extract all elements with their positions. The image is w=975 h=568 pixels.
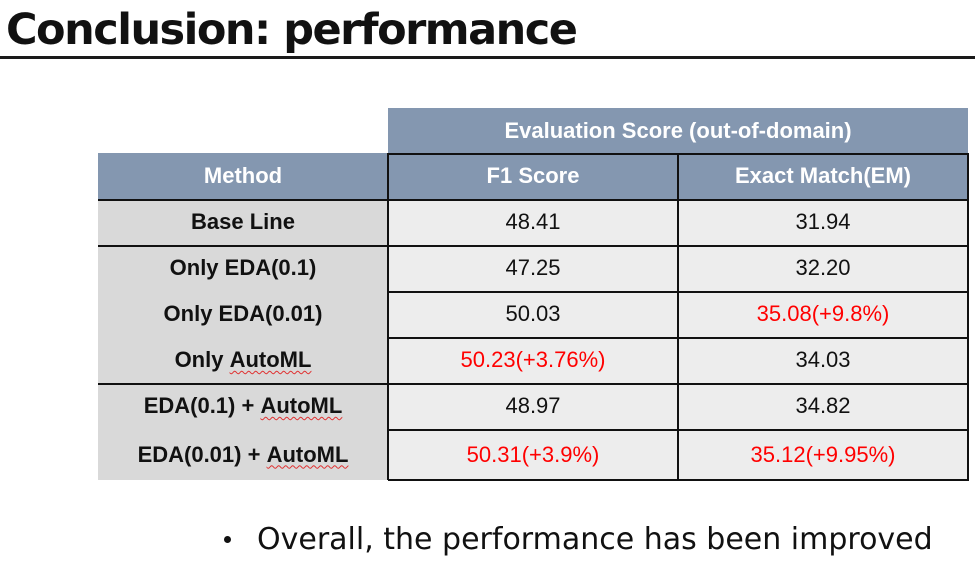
method-automl: AutoML	[266, 441, 349, 467]
method-prefix: Only	[174, 347, 230, 372]
bullet-item: Overall, the performance has been improv…	[224, 522, 933, 557]
table-border	[388, 153, 969, 155]
method-cell: EDA(0.01) + AutoML	[98, 429, 388, 480]
method-automl: AutoML	[229, 347, 312, 372]
group-header-cell: Evaluation Score (out-of-domain)	[388, 108, 968, 153]
f1-value-cell: 48.97	[388, 383, 678, 429]
method-automl: AutoML	[260, 393, 343, 418]
table-border	[387, 153, 389, 480]
method-cell: Only EDA(0.01)	[98, 291, 388, 337]
table-border	[388, 479, 969, 481]
f1-value-cell: 48.41	[388, 199, 678, 245]
table-border	[967, 153, 969, 480]
table-border	[677, 153, 679, 480]
em-value-cell: 32.20	[678, 245, 968, 291]
method-cell: EDA(0.1) + AutoML	[98, 383, 388, 429]
em-value-cell: 34.82	[678, 383, 968, 429]
method-cell: Only AutoML	[98, 337, 388, 383]
table-border	[98, 245, 969, 247]
method-cell: Base Line	[98, 199, 388, 245]
table-border	[388, 291, 969, 293]
column-header-em: Exact Match(EM)	[678, 153, 968, 199]
bullet-text: Overall, the performance has been improv…	[257, 522, 933, 557]
column-header-f1: F1 Score	[388, 153, 678, 199]
method-cell: Only EDA(0.1)	[98, 245, 388, 291]
bullet-icon	[224, 536, 231, 543]
f1-value-cell-highlighted: 50.23(+3.76%)	[388, 337, 678, 383]
method-prefix: EDA(0.1) +	[143, 393, 261, 418]
em-value-cell-highlighted: 35.08(+9.8%)	[678, 291, 968, 337]
f1-value-cell: 50.03	[388, 291, 678, 337]
em-value-cell: 31.94	[678, 199, 968, 245]
em-value-cell: 34.03	[678, 337, 968, 383]
title-divider	[0, 56, 975, 59]
f1-value-cell: 47.25	[388, 245, 678, 291]
table-border	[98, 199, 969, 201]
table-border	[388, 429, 969, 431]
column-header-method: Method	[98, 153, 388, 199]
slide-title: Conclusion: performance	[6, 5, 578, 55]
table-border	[98, 383, 969, 385]
method-prefix: EDA(0.01) +	[137, 441, 267, 467]
em-value-cell-highlighted: 35.12(+9.95%)	[678, 429, 968, 480]
table-border	[388, 337, 969, 339]
f1-value-cell-highlighted: 50.31(+3.9%)	[388, 429, 678, 480]
